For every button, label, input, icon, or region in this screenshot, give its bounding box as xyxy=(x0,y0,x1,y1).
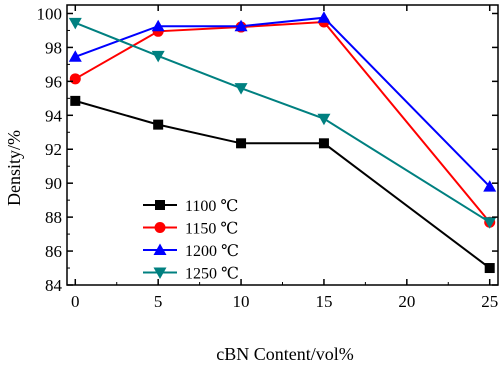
y-tick-label-3: 90 xyxy=(45,174,62,193)
data-point-3-4 xyxy=(483,217,497,229)
y-tick-label-0: 84 xyxy=(45,276,63,295)
data-point-0-2 xyxy=(236,138,247,149)
plot-area xyxy=(68,11,497,274)
x-tick-label-5: 25 xyxy=(481,292,498,311)
data-point-3-2 xyxy=(234,83,248,95)
legend-label-0: 1100 ℃ xyxy=(185,198,238,215)
y-axis-title: Density/% xyxy=(4,130,24,206)
data-point-0-1 xyxy=(153,119,164,130)
y-tick-label-4: 92 xyxy=(45,140,62,159)
legend-marker-1 xyxy=(154,222,166,233)
x-tick-label-2: 10 xyxy=(233,292,250,311)
x-tick-label-0: 0 xyxy=(71,292,80,311)
legend-label-1: 1150 ℃ xyxy=(185,221,238,238)
axes: 0 5 10 15 20 25 84 86 88 90 92 94 96 98 100 xyxy=(37,4,499,311)
data-point-0-3 xyxy=(318,138,329,149)
data-point-2-1 xyxy=(151,19,165,32)
legend-label-3: 1250 ℃ xyxy=(185,266,239,283)
data-point-2-2 xyxy=(234,19,248,32)
x-tick-label-4: 20 xyxy=(398,292,415,311)
x-axis-title: cBN Content/vol% xyxy=(216,344,354,364)
y-tick-label-5: 94 xyxy=(45,106,63,125)
data-point-3-3 xyxy=(317,113,331,126)
data-point-3-1 xyxy=(151,50,165,63)
data-point-1-0 xyxy=(69,73,81,85)
data-point-0-4 xyxy=(484,263,495,274)
legend-marker-0 xyxy=(155,200,165,210)
x-tick-label-3: 15 xyxy=(315,292,332,311)
data-point-0-0 xyxy=(70,95,81,106)
y-tick-label-7: 98 xyxy=(45,38,62,57)
legend-marker-3 xyxy=(153,267,167,279)
data-point-2-0 xyxy=(68,50,82,62)
data-point-2-3 xyxy=(317,11,331,23)
legend: 1100 ℃ 1150 ℃ 1200 ℃ 1250 ℃ xyxy=(143,198,239,283)
data-point-3-0 xyxy=(68,17,82,30)
legend-marker-2 xyxy=(153,243,167,255)
y-tick-label-6: 96 xyxy=(45,72,62,91)
data-point-2-4 xyxy=(483,180,497,192)
y-tick-label-1: 86 xyxy=(45,242,62,261)
legend-label-2: 1200 ℃ xyxy=(185,243,239,260)
y-tick-label-8: 100 xyxy=(37,4,63,23)
y-tick-label-2: 88 xyxy=(45,208,62,227)
x-tick-label-1: 5 xyxy=(154,292,163,311)
